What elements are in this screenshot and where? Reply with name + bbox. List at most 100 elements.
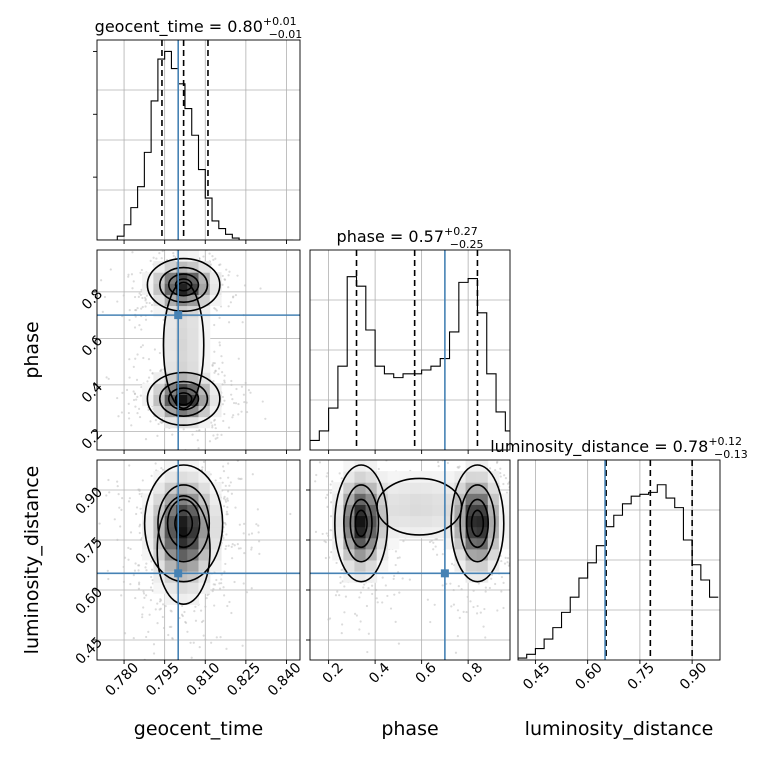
scatter-point: [147, 376, 151, 379]
scatter-point: [184, 458, 186, 460]
scatter-point: [242, 582, 245, 585]
density-cell: [332, 482, 344, 494]
scatter-point: [531, 496, 533, 498]
density-cell: [387, 537, 400, 550]
scatter-point: [171, 433, 174, 436]
panel-luminosity_distance_hist-content: [518, 460, 720, 660]
density-cell: [343, 515, 355, 528]
density-cell: [454, 482, 467, 494]
contour-line: [156, 495, 211, 605]
density-cell: [365, 537, 378, 550]
density-cell: [421, 504, 433, 517]
scatter-point: [185, 444, 187, 446]
contour-line: [334, 464, 389, 583]
scatter-point: [206, 593, 209, 597]
scatter-point: [398, 556, 401, 559]
contour-lines: [143, 464, 224, 605]
scatter-point: [202, 634, 205, 637]
scatter-point: [349, 424, 351, 426]
scatter-point: [161, 468, 165, 471]
scatter-point: [138, 581, 141, 584]
scatter-point: [204, 605, 207, 608]
scatter-point: [208, 252, 211, 255]
scatter-point: [190, 656, 193, 659]
scatter-point: [158, 351, 161, 355]
scatter-point: [223, 594, 226, 597]
scatter-point: [450, 605, 453, 608]
scatter-point: [152, 643, 156, 646]
scatter-point: [324, 556, 327, 560]
scatter-point: [139, 394, 142, 397]
scatter-point: [107, 377, 110, 380]
scatter-point: [135, 512, 138, 516]
scatter-point: [141, 479, 144, 482]
scatter-point: [258, 552, 261, 555]
scatter-point: [214, 257, 217, 260]
scatter-point: [216, 433, 219, 436]
density-cell: [153, 372, 166, 384]
scatter-point: [344, 453, 346, 455]
scatter-point: [150, 439, 152, 441]
scatter-point: [213, 604, 216, 607]
scatter-point: [490, 573, 494, 576]
scatter-point: [160, 368, 163, 371]
scatter-point: [132, 390, 135, 393]
scatter-point: [171, 214, 173, 216]
scatter-point: [143, 596, 146, 599]
density-cell: [387, 526, 400, 539]
scatter-point: [172, 252, 175, 255]
scatter-point: [238, 523, 241, 526]
scatter-point: [441, 553, 444, 556]
scatter-point: [395, 402, 397, 404]
density-cell: [164, 272, 177, 284]
scatter-point: [127, 500, 131, 503]
density-cell: [198, 305, 211, 318]
density-cell: [476, 482, 489, 494]
scatter-point: [161, 438, 163, 440]
scatter-point: [227, 544, 230, 547]
density-cell: [421, 526, 433, 539]
scatter-point: [376, 439, 378, 441]
density-cell: [421, 471, 433, 483]
density-cell: [175, 350, 188, 362]
scatter-point: [352, 423, 354, 425]
scatter-point: [215, 445, 217, 447]
scatter-point: [149, 599, 153, 602]
density-cell: [187, 272, 199, 284]
scatter-point: [224, 562, 227, 566]
scatter-point: [230, 492, 234, 495]
scatter-point: [360, 400, 362, 402]
scatter-point: [160, 257, 163, 260]
scatter-point: [214, 427, 217, 430]
scatter-point: [147, 471, 149, 473]
scatter-point: [338, 594, 341, 597]
scatter-point: [488, 586, 491, 590]
truth-marker: [440, 569, 449, 578]
scatter-point: [155, 257, 158, 260]
density-cell: [164, 305, 177, 318]
density-cell: [476, 471, 489, 483]
scatter-point: [142, 246, 144, 248]
density-cell: [198, 515, 211, 528]
density-cell: [187, 261, 199, 273]
scatter-point: [482, 625, 485, 628]
scatter-point: [223, 381, 226, 384]
scatter-point: [242, 532, 245, 535]
scatter-point: [144, 305, 147, 308]
scatter-point: [257, 531, 260, 534]
scatter-point: [219, 477, 222, 480]
scatter-point: [226, 497, 229, 500]
scatter-point: [191, 433, 194, 436]
density-cell: [175, 372, 188, 384]
density-cell: [354, 548, 367, 561]
scatter-point: [460, 434, 462, 436]
scatter-point: [225, 268, 228, 271]
density-cell: [476, 504, 489, 517]
scatter-point: [325, 475, 328, 478]
contour-line: [349, 498, 373, 549]
density-cell: [153, 294, 166, 307]
scatter-point: [328, 617, 332, 620]
scatter-point: [184, 238, 186, 240]
density-cell: [387, 471, 400, 483]
density-cell: [387, 515, 400, 528]
